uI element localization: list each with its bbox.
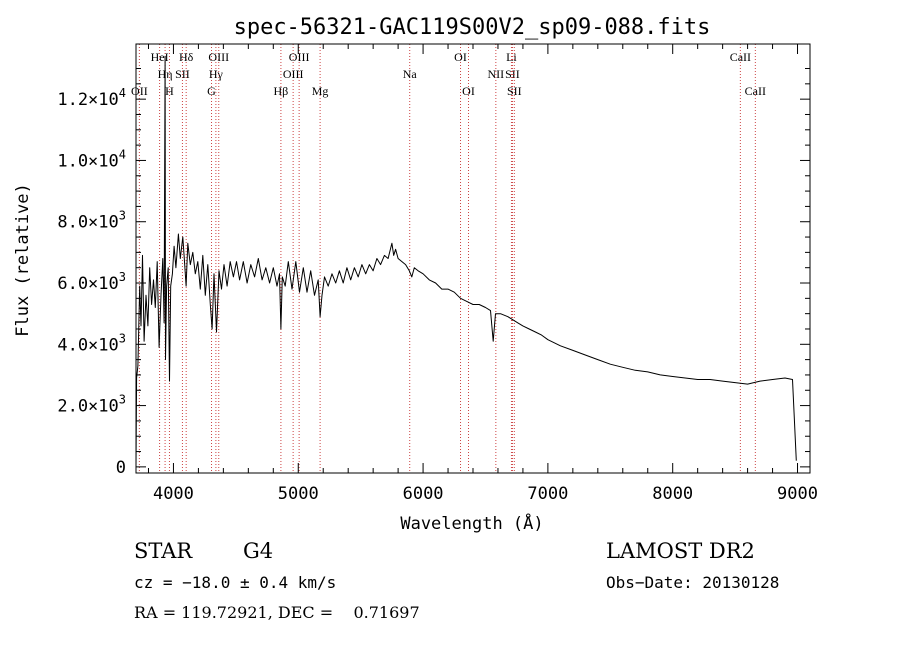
- line-label-7: Hγ: [209, 67, 224, 81]
- redshift-text: cz = −18.0 ± 0.4 km/s: [134, 573, 337, 592]
- line-label-3: H: [165, 84, 174, 98]
- y-tick-label: 2.0×103: [57, 393, 126, 417]
- plot-frame: [135, 43, 811, 474]
- line-label-12: Mg: [312, 84, 329, 98]
- chart-title: spec-56321-GAC119S00V2_sp09-088.fits: [234, 15, 711, 40]
- line-label-15: OI: [462, 84, 475, 98]
- spectrum-trace: [135, 55, 797, 467]
- y-axis-label: Flux (relative): [13, 183, 33, 337]
- line-label-9: Hβ: [274, 84, 289, 98]
- line-label-8: OIII: [208, 50, 229, 64]
- line-label-13: Na: [403, 67, 418, 81]
- y-tick-label: 1.2×104: [57, 86, 126, 110]
- y-tick-label: 4.0×103: [57, 331, 126, 355]
- line-label-11: OIII: [289, 50, 310, 64]
- line-label-0: OII: [131, 84, 148, 98]
- line-label-21: CaII: [745, 84, 766, 98]
- line-label-19: SII: [507, 84, 522, 98]
- x-axis-label: Wavelength (Å): [400, 512, 543, 534]
- x-tick-label: 9000: [777, 484, 818, 504]
- line-label-17: Li: [506, 50, 517, 64]
- y-tick-label: 1.0×104: [57, 147, 126, 171]
- obs-date-text: Obs−Date: 20130128: [606, 573, 780, 592]
- axis-ticks: 4000 5000 6000 7000 8000 9000 0 2.0×103 4.0×103 6…: [57, 44, 818, 504]
- line-label-20: CaII: [730, 50, 751, 64]
- line-label-14: OI: [454, 50, 467, 64]
- x-tick-label: 5000: [278, 484, 319, 504]
- x-tick-label: 6000: [403, 484, 444, 504]
- x-tick-label: 7000: [527, 484, 568, 504]
- line-label-4: SII: [175, 67, 190, 81]
- y-tick-label: 8.0×103: [57, 209, 126, 233]
- object-class: STAR: [134, 539, 193, 563]
- y-tick-label: 0: [116, 458, 126, 478]
- y-tick-label: 6.0×103: [57, 270, 126, 294]
- object-subclass: G4: [243, 539, 274, 563]
- x-tick-label: 8000: [652, 484, 693, 504]
- survey-label: LAMOST DR2: [606, 539, 755, 563]
- coordinates-text: RA = 119.72921, DEC = 0.71697: [134, 603, 420, 622]
- line-label-16: NII: [488, 67, 505, 81]
- spectrum-line: [135, 55, 797, 467]
- line-label-5: Hδ: [179, 50, 194, 64]
- line-label-1: HeI: [151, 50, 169, 64]
- line-label-6: G: [207, 84, 216, 98]
- spectral-line-markers: OIIHeIHηHSIIHδGHγOIIIHβOIIIOIIIMgNaOIOIN…: [131, 44, 766, 473]
- line-label-10: OIII: [283, 67, 304, 81]
- line-label-18: SII: [505, 67, 520, 81]
- x-tick-label: 4000: [153, 484, 194, 504]
